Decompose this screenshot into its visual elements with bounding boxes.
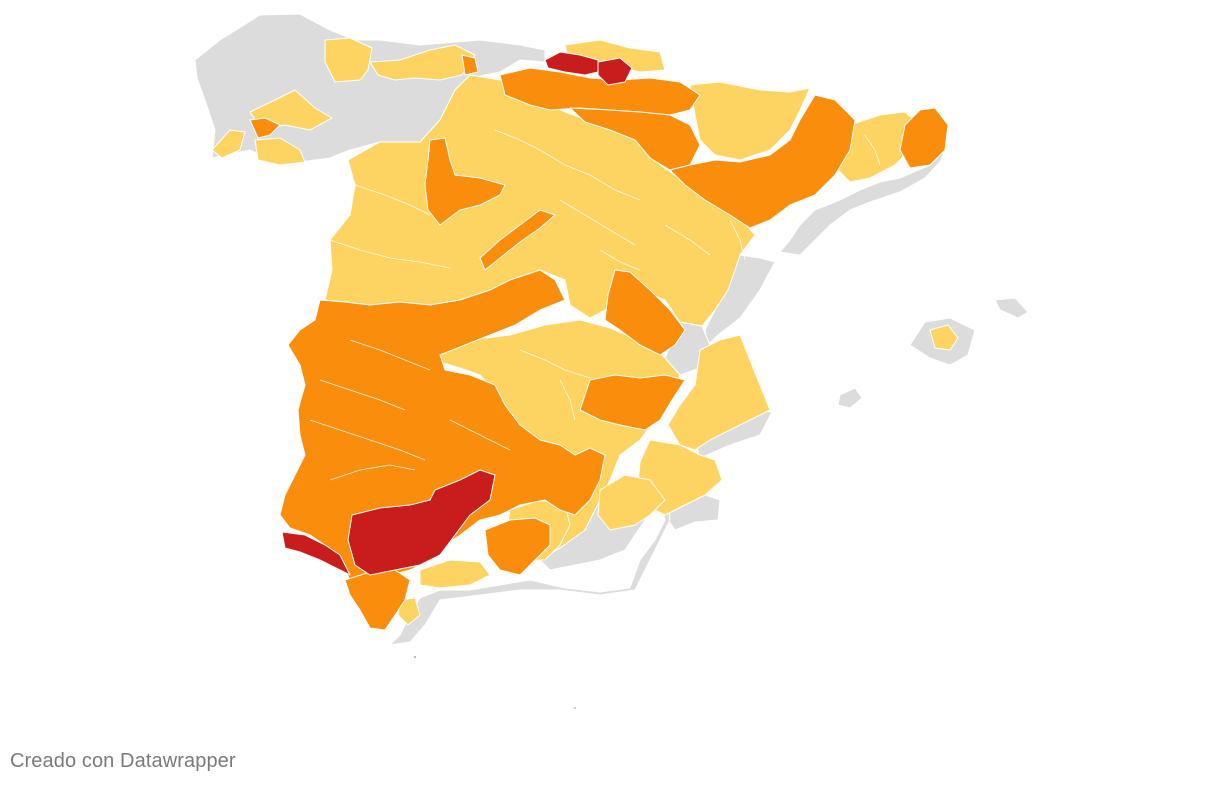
region-catalonia-coast	[779, 149, 946, 256]
region-valencia	[667, 334, 771, 451]
region-south-east-grey	[389, 489, 671, 646]
region-ibiza-grey	[837, 387, 863, 409]
region-galicia-orange	[249, 117, 281, 139]
islet-dot	[413, 655, 417, 659]
inner-borders	[309, 129, 881, 481]
region-menorca-grey	[994, 297, 1029, 319]
region-extremadura-andalucia	[279, 269, 606, 591]
region-aragon-north	[689, 81, 811, 161]
region-asturias-west	[324, 37, 373, 83]
region-galicia-south	[254, 137, 306, 166]
map-svg	[194, 13, 1029, 709]
region-catalonia-orange	[899, 107, 949, 169]
level-3-layer	[281, 51, 633, 576]
region-albacete-orange	[579, 374, 686, 431]
region-mallorca-yellow	[929, 324, 959, 351]
region-cadiz-orange	[344, 569, 411, 631]
region-asturias-east	[369, 44, 476, 81]
region-basque-orange	[499, 67, 701, 116]
islet-dot	[574, 707, 576, 709]
spain-choropleth-map	[194, 13, 1029, 709]
region-cuenca-orange	[604, 269, 686, 356]
region-asturias-orange	[461, 54, 479, 76]
region-leon-orange	[424, 137, 506, 226]
region-jaen-orange	[484, 517, 551, 576]
region-sevilla-red	[347, 469, 496, 576]
region-malaga-yellow	[419, 559, 491, 589]
region-galicia-west	[211, 129, 246, 159]
region-almeria	[597, 474, 666, 531]
region-cadiz-yellow	[397, 597, 421, 626]
datawrapper-credit[interactable]: Creado con Datawrapper	[10, 750, 236, 772]
region-aragon-orange	[669, 94, 856, 229]
region-segovia-orange	[479, 209, 556, 271]
region-huelva-coast-red	[281, 531, 351, 576]
level-2-layer	[249, 54, 949, 631]
region-gipuzkoa-red	[597, 57, 633, 86]
